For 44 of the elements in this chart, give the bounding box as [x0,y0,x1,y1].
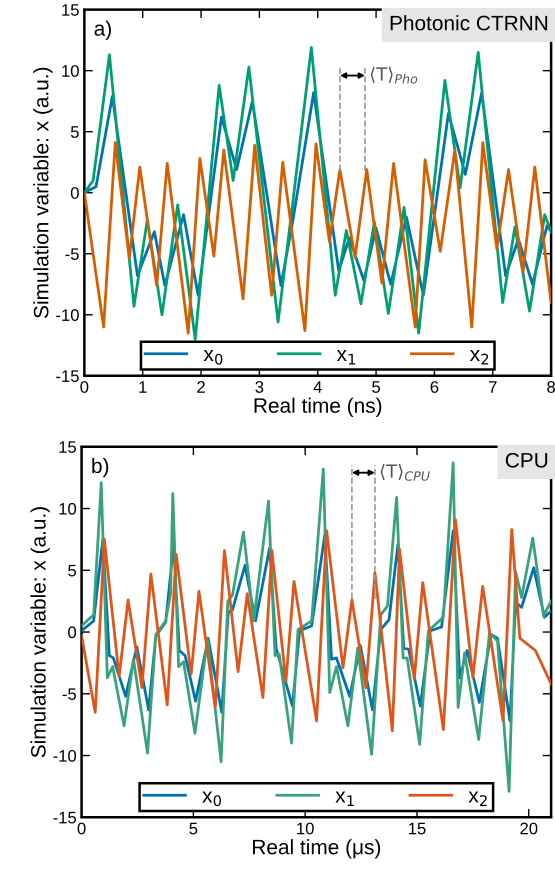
line-series [84,141,552,334]
y-tick-label: 5 [68,564,76,576]
y-axis-title: Simulation variable: x (a.u.) [30,507,50,758]
y-tick-label: 5 [70,126,79,138]
x-tick-label: 15 [408,822,426,834]
legend-label: x$_{1}$ [335,792,354,806]
x-tick-label: 5 [189,822,198,834]
annotation: Photonic CTRNN [390,15,548,30]
y-tick-label: -10 [53,750,76,762]
x-tick-label: 0 [80,381,88,393]
legend-label: x$_{1}$ [336,350,356,364]
y-tick-label: -15 [53,812,76,824]
x-tick-label: 2 [197,381,205,393]
ref-line-label: ⟨T⟩$_{CPU}$ [380,464,430,481]
x-axis-title: Real time (ns) [254,398,382,417]
legend-label: x$_{0}$ [204,350,222,365]
x-tick-label: 7 [488,381,497,393]
y-tick-label: -5 [62,688,76,700]
legend-label: x$_{2}$ [468,792,487,806]
y-tick-label: 0 [68,626,76,638]
x-tick-label: 1 [139,381,147,393]
legend-label: x$_{0}$ [202,792,222,806]
y-tick-label: 15 [62,4,79,16]
annotation: b) [92,458,108,478]
x-tick-label: 3 [255,381,264,393]
annotation: a) [94,20,111,40]
y-tick-label: 10 [59,502,76,515]
legend-label: x$_{2}$ [470,350,488,364]
ref-line-label: ⟨T⟩$_{Pho}$ [370,66,418,84]
x-tick-label: 10 [297,822,314,834]
x-tick-label: 5 [372,381,380,393]
x-tick-label: 4 [313,381,322,393]
x-tick-label: 20 [520,822,538,834]
y-tick-label: -5 [65,248,79,260]
y-axis-title: Simulation variable: x (a.u.) [33,68,53,318]
y-tick-label: -15 [56,370,79,382]
y-tick-label: 10 [62,65,79,77]
x-tick-label: 8 [547,381,555,393]
y-tick-label: 0 [70,187,79,199]
x-axis-title: Real time (μs) [253,839,380,859]
x-tick-label: 6 [430,381,438,393]
annotation: CPU [506,452,548,468]
y-tick-label: 15 [59,441,76,453]
y-tick-label: -10 [56,309,79,321]
